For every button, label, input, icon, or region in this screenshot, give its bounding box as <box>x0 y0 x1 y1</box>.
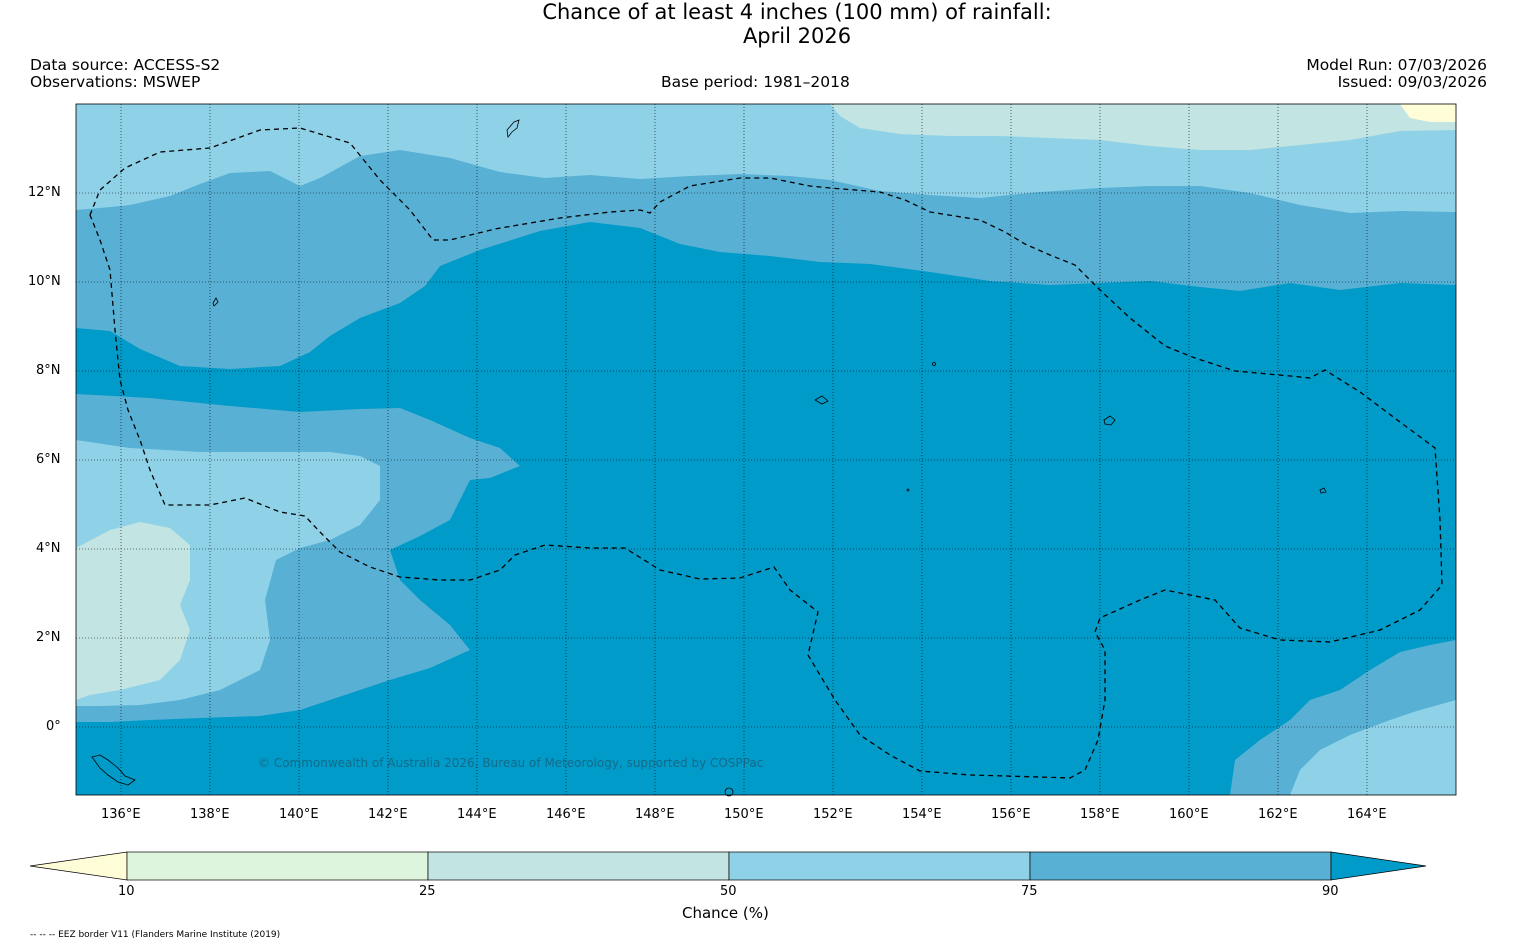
lon-label-156e: 156°E <box>991 807 1031 822</box>
colorbar-tick-10: 10 <box>118 884 135 899</box>
zone-lt10-ne <box>1400 104 1456 122</box>
lat-label-6n: 6°N <box>36 452 61 467</box>
lon-label-138e: 138°E <box>190 807 230 822</box>
island-dot-1 <box>932 362 936 366</box>
lat-label-2n: 2°N <box>36 630 61 645</box>
lon-label-146e: 146°E <box>546 807 586 822</box>
island-north-png <box>91 754 136 786</box>
colorbar-segment-75-90 <box>1029 851 1332 881</box>
data-source-label: Data source: ACCESS-S2 <box>30 56 221 74</box>
lat-label-4n: 4°N <box>36 541 61 556</box>
lon-label-148e: 148°E <box>635 807 675 822</box>
island-chuuk <box>814 395 829 405</box>
lat-label-8n: 8°N <box>36 363 61 378</box>
lat-label-10n: 10°N <box>28 274 61 289</box>
zone-25-50-north <box>830 104 1456 150</box>
island-pohnpei <box>1103 415 1116 426</box>
copyright-notice: © Commonwealth of Australia 2026, Bureau… <box>258 756 764 770</box>
colorbar-label: Chance (%) <box>682 904 769 922</box>
colorbar-segment-50-75 <box>728 851 1031 881</box>
model-run-label: Model Run: 07/03/2026 <box>1306 56 1487 74</box>
lon-label-158e: 158°E <box>1080 807 1120 822</box>
lon-label-140e: 140°E <box>279 807 319 822</box>
lon-label-164e: 164°E <box>1347 807 1387 822</box>
island-kosrae <box>1319 487 1327 494</box>
colorbar-extend-high <box>1330 851 1427 881</box>
eez-border-layer <box>89 127 1443 779</box>
title-line-2: April 2026 <box>742 24 852 48</box>
title-line-1: Chance of at least 4 inches (100 mm) of … <box>542 0 1052 24</box>
lon-label-136e: 136°E <box>101 807 141 822</box>
colorbar-segment-10-25 <box>126 851 429 881</box>
lon-label-154e: 154°E <box>902 807 942 822</box>
observations-label: Observations: MSWEP <box>30 73 201 91</box>
colorbar-segment-25-50 <box>427 851 730 881</box>
island-guam <box>506 119 520 138</box>
lon-label-142e: 142°E <box>368 807 408 822</box>
lon-label-152e: 152°E <box>813 807 853 822</box>
base-period-label: Base period: 1981–2018 <box>661 73 850 91</box>
lat-label-12n: 12°N <box>28 185 61 200</box>
colorbar-tick-50: 50 <box>720 884 737 899</box>
island-dot-2 <box>906 488 910 492</box>
probability-fill-layer <box>76 104 1456 795</box>
map-frame <box>75 103 1457 796</box>
colorbar-tick-25: 25 <box>419 884 436 899</box>
colorbar <box>29 851 1427 881</box>
eez-source-note: -- -- -- EEZ border V11 (Flanders Marine… <box>30 930 281 940</box>
lon-label-144e: 144°E <box>457 807 497 822</box>
lon-label-162e: 162°E <box>1258 807 1298 822</box>
zone-25-50-west <box>76 522 190 700</box>
island-palau-small <box>212 297 219 307</box>
lat-label-0: 0° <box>46 719 61 734</box>
lon-label-150e: 150°E <box>724 807 764 822</box>
coastline-layer <box>91 119 1327 797</box>
island-dot-3 <box>724 787 734 797</box>
lon-label-160e: 160°E <box>1169 807 1209 822</box>
zone-50-75-southeast <box>1290 700 1456 795</box>
colorbar-extend-low <box>29 851 128 881</box>
colorbar-tick-75: 75 <box>1021 884 1038 899</box>
colorbar-tick-90: 90 <box>1322 884 1339 899</box>
issued-label: Issued: 09/03/2026 <box>1337 73 1487 91</box>
graticule <box>76 104 1456 795</box>
eez-border-palau <box>89 127 1443 779</box>
